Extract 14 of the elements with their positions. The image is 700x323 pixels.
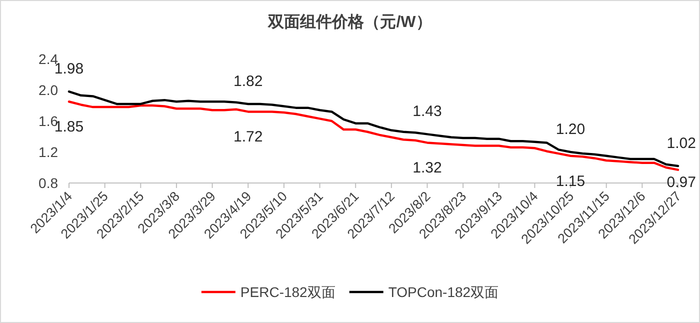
y-tick-label: 0.8	[38, 175, 58, 191]
chart-title: 双面组件价格（元/W）	[267, 13, 432, 31]
data-label: 1.15	[556, 172, 586, 190]
data-label: 1.02	[666, 134, 696, 152]
data-label: 1.20	[556, 121, 586, 138]
data-label: 1.43	[412, 103, 442, 120]
legend-label: TOPCon-182双面	[388, 284, 499, 300]
y-tick-label: 2.0	[38, 82, 58, 98]
data-label: 0.97	[666, 174, 696, 191]
data-label: 1.32	[412, 160, 442, 177]
data-label: 1.82	[234, 72, 263, 90]
data-label: 1.72	[234, 128, 263, 146]
y-tick-label: 1.2	[38, 144, 58, 160]
legend-label: PERC-182双面	[240, 284, 336, 300]
